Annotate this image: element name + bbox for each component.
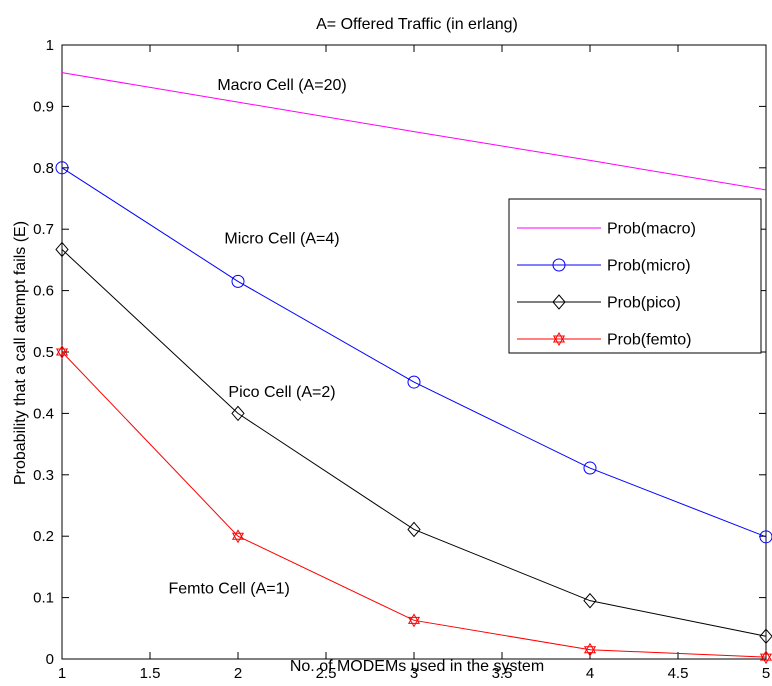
x-tick-label: 3 (410, 665, 418, 681)
data-point-probpico (583, 592, 597, 609)
y-axis-label: Probability that a call attempt fails (E… (12, 221, 29, 485)
legend-marker-probfemto (552, 332, 566, 346)
y-tick-label: 0.7 (33, 221, 54, 238)
y-tick-label: 0.5 (33, 344, 54, 361)
x-tick-label: 3.5 (492, 665, 513, 681)
annotations: Macro Cell (A=20) Micro Cell (A=4) Pico Ce… (169, 77, 347, 597)
data-point-probmicro (759, 530, 772, 544)
legend-label-probmacro: Prob(macro) (607, 221, 696, 238)
y-tick-label: 0.6 (33, 283, 54, 300)
data-point-probfemto (231, 529, 245, 544)
data-point-probpico (231, 405, 245, 422)
series-line-probmicro (61, 167, 767, 538)
x-tick-label: 2 (234, 665, 242, 681)
y-tick-label: 1 (46, 37, 54, 54)
data-point-probpico (407, 521, 421, 538)
legend-box (508, 198, 762, 354)
annotation-label: Pico Cell (A=2) (228, 384, 335, 401)
data-point-probmicro (231, 274, 245, 288)
data-point-probmicro (407, 375, 421, 389)
legend-label-probmicro: Prob(micro) (607, 258, 691, 275)
data-point-probpico (55, 241, 69, 258)
data-point-probfemto (583, 642, 597, 657)
x-tick-label: 5 (762, 665, 770, 681)
data-point-probfemto (407, 613, 421, 628)
legend-marker-probpico (552, 294, 566, 310)
annotation-label: Micro Cell (A=4) (224, 230, 339, 247)
data-point-probfemto (55, 345, 69, 359)
y-tick-label: 0.4 (33, 405, 54, 422)
x-tick-label: 4 (586, 665, 594, 681)
series-line-probmacro (61, 72, 767, 191)
y-tick-label: 0.2 (33, 528, 54, 545)
data-point-probmicro (55, 161, 69, 175)
y-tick-label: 0 (46, 651, 54, 668)
data-point-probpico (759, 628, 772, 645)
x-tick-label: 4.5 (668, 665, 689, 681)
legend: Prob(macro) Prob(micro) Prob(pico) Prob(fem… (508, 198, 762, 354)
chart-title: A= Offered Traffic (in erlang) (316, 16, 518, 33)
x-tick-label: 1.5 (140, 665, 161, 681)
x-axis-label: No. of MODEMs used in the system (290, 658, 544, 675)
x-tick-label: 2.5 (316, 665, 337, 681)
axis-ticks: 1 1.5 2 2.5 3 3.5 4 4.5 5 0 0.1 0.2 0.3 0.4 0.5 0.6 0.7 0… (33, 37, 770, 682)
series-line-probfemto (61, 351, 767, 658)
series-line-probpico (61, 249, 767, 637)
legend-marker-probmicro (552, 258, 566, 272)
series-layer (55, 72, 772, 665)
annotation-label: Macro Cell (A=20) (217, 77, 346, 94)
y-tick-label: 0.8 (33, 160, 54, 177)
y-tick-label: 0.3 (33, 467, 54, 484)
legend-label-probfemto: Prob(femto) (607, 332, 691, 349)
y-tick-label: 0.9 (33, 98, 54, 115)
y-tick-label: 0.1 (33, 590, 54, 607)
x-tick-label: 1 (58, 665, 66, 681)
data-point-probfemto (759, 650, 772, 665)
annotation-label: Femto Cell (A=1) (169, 580, 290, 597)
data-point-probmicro (583, 461, 597, 475)
legend-label-probpico: Prob(pico) (607, 295, 681, 312)
